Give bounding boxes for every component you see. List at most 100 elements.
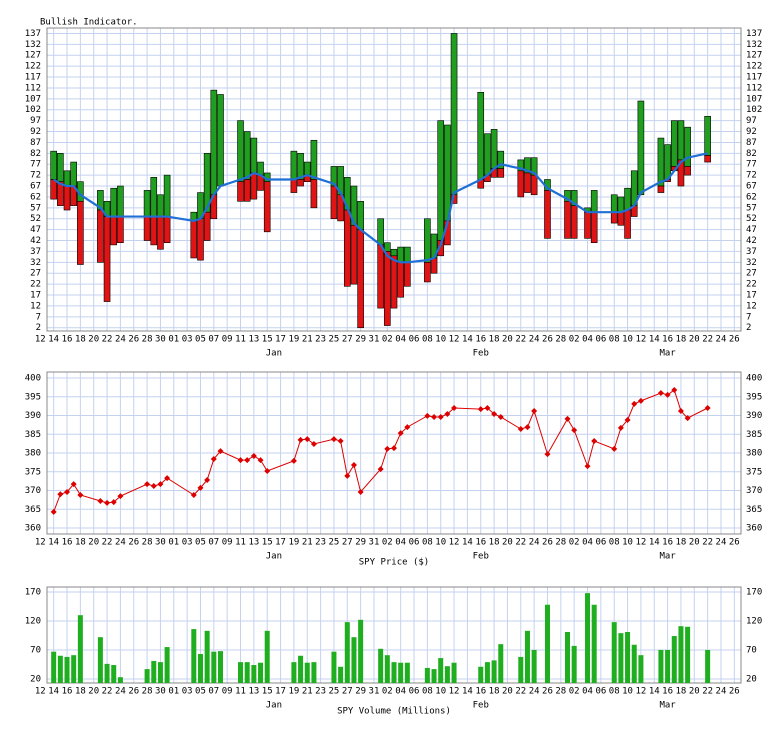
volume-bar [625, 631, 631, 683]
month-label: Jan [266, 349, 282, 359]
y-tick-label-right: 380 [746, 449, 762, 459]
x-tick-label: 20 [689, 335, 700, 345]
price-marker [544, 451, 551, 458]
bar-up [150, 177, 158, 217]
x-tick-label: 24 [115, 538, 126, 548]
x-tick-label: 16 [62, 335, 73, 345]
x-tick-label: 13 [248, 687, 259, 697]
price-marker [310, 441, 317, 447]
bar-down [684, 166, 691, 176]
volume-bar [57, 655, 63, 683]
volume-bar [585, 593, 591, 683]
y-tick-label-right: 2 [746, 323, 751, 333]
volume-bar [258, 662, 264, 683]
volume-bar [298, 655, 304, 683]
y-tick-label-right: 7 [746, 312, 751, 322]
volume-bar [518, 656, 524, 683]
x-tick-label: 22 [102, 335, 113, 345]
x-tick-label: 01 [168, 538, 179, 548]
x-tick-label: 20 [502, 687, 513, 697]
x-tick-label: 08 [609, 335, 620, 345]
x-tick-label: 28 [555, 335, 566, 345]
volume-bar [565, 631, 570, 683]
x-tick-label: 22 [515, 538, 526, 548]
bar-down [404, 262, 411, 287]
x-tick-label: 22 [102, 538, 113, 548]
y-tick-label: 77 [30, 160, 41, 170]
price-marker [57, 491, 64, 498]
price-marker [624, 417, 631, 423]
price-marker [404, 424, 411, 431]
volume-bar [404, 662, 410, 683]
x-tick-label: 20 [502, 335, 513, 345]
x-tick-label: 24 [115, 335, 126, 345]
x-tick-label: 11 [235, 335, 246, 345]
x-tick-label: 25 [329, 335, 340, 345]
x-tick-label: 19 [288, 335, 299, 345]
x-tick-label: 18 [489, 335, 500, 345]
y-tick-label: 67 [30, 182, 41, 192]
y-tick-label-right: 375 [746, 467, 762, 477]
x-tick-label: 08 [422, 538, 433, 548]
x-tick-label: 15 [262, 687, 273, 697]
x-tick-label: 27 [342, 335, 353, 345]
x-tick-label: 08 [422, 335, 433, 345]
y-tick-label-right: 77 [746, 160, 757, 170]
bar-up [303, 161, 311, 176]
price-marker [157, 481, 164, 488]
volume-bar [311, 662, 317, 683]
bar-up [237, 120, 244, 182]
x-tick-label: 20 [88, 538, 99, 548]
x-tick-label: 24 [115, 687, 126, 697]
volume-bar [571, 645, 577, 683]
price-marker [531, 408, 538, 414]
volume-bar [251, 665, 257, 683]
bar-down [357, 229, 364, 329]
y-tick-label-right: 390 [746, 411, 762, 421]
price-marker [397, 430, 404, 437]
bar-up [610, 194, 618, 213]
price-marker [637, 397, 644, 404]
y-tick-label-right: 72 [746, 171, 757, 181]
x-tick-label: 31 [369, 538, 380, 548]
x-tick-label: 24 [716, 538, 727, 548]
x-tick-label: 05 [195, 687, 206, 697]
x-tick-label: 11 [235, 538, 246, 548]
price-marker [350, 462, 357, 468]
bar-down [157, 216, 164, 250]
x-axis-label: SPY Volume (Millions) [337, 707, 451, 717]
bar-down [310, 179, 318, 209]
x-axis-label: SPY Price ($) [359, 558, 429, 568]
price-marker [337, 438, 344, 444]
bar-up [450, 33, 458, 196]
y-tick-label: 370 [25, 486, 41, 496]
x-tick-label: 18 [489, 687, 500, 697]
bar-down [610, 211, 618, 224]
x-tick-label: 13 [248, 335, 259, 345]
bar-down [350, 224, 358, 285]
x-tick-label: 08 [609, 687, 620, 697]
x-tick-label: 04 [395, 335, 406, 345]
bar-down [150, 216, 158, 246]
x-tick-label: 15 [262, 538, 273, 548]
price-marker [150, 483, 157, 489]
price-marker [257, 457, 264, 464]
y-tick-label: 390 [25, 411, 41, 421]
volume-bar [331, 651, 337, 683]
x-tick-label: 26 [542, 687, 553, 697]
y-tick-label: 107 [25, 94, 41, 104]
bar-down [263, 181, 271, 233]
x-tick-label: 17 [275, 538, 286, 548]
price-marker [330, 436, 337, 443]
x-tick-label: 04 [582, 538, 593, 548]
bar-down [430, 257, 438, 274]
x-tick-label: 30 [155, 538, 166, 548]
y-tick-label-right: 92 [746, 127, 757, 137]
price-marker [290, 457, 297, 464]
volume-bar [358, 619, 364, 683]
y-tick-label-right: 82 [746, 149, 757, 159]
plot-frame [46, 371, 742, 535]
volume-bar [104, 663, 110, 683]
x-tick-label: 31 [369, 335, 380, 345]
x-tick-label: 21 [302, 335, 313, 345]
